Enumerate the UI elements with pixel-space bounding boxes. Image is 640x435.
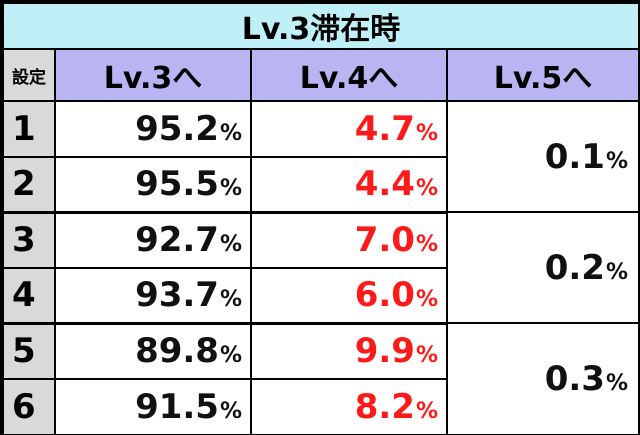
table-row: 5 89.8% 9.9% 0.3% (2, 322, 640, 435)
header-lv5: Lv.5へ (446, 48, 640, 102)
table-row: 4 93.7% 6.0% (2, 266, 639, 325)
lv4-value: 4.4% (250, 155, 448, 214)
lv4-value: 6.0% (250, 266, 448, 325)
lv4-value: 8.2% (250, 377, 448, 435)
table-row: 1 95.2% 4.7% 0.1% (2, 99, 640, 214)
lv3-value: 91.5% (54, 377, 252, 435)
setting-number: 5 (2, 322, 56, 380)
lv3-value: 95.5% (54, 155, 252, 214)
header-lv3: Lv.3へ (54, 48, 252, 102)
lv4-value: 7.0% (250, 211, 448, 269)
lv5-value: 0.2% (446, 211, 640, 325)
header-setting: 設定 (2, 48, 56, 102)
lv4-value: 4.7% (250, 100, 448, 158)
lv3-value: 92.7% (54, 211, 252, 269)
header-lv4: Lv.4へ (250, 48, 448, 102)
table-row: 3 92.7% 7.0% 0.2% (2, 211, 640, 325)
table-title: Lv.3滞在時 (2, 2, 640, 50)
setting-number: 1 (2, 100, 56, 158)
lv5-value: 0.3% (446, 322, 640, 435)
lv5-value: 0.1% (446, 99, 640, 214)
setting-number: 4 (2, 266, 56, 325)
setting-number: 3 (2, 211, 56, 269)
lv3-value: 93.7% (54, 266, 252, 325)
table-row: 6 91.5% 8.2% (2, 377, 639, 435)
setting-number: 2 (2, 155, 56, 214)
setting-number: 6 (2, 377, 56, 435)
lv3-value: 95.2% (54, 100, 252, 158)
lv4-value: 9.9% (250, 322, 448, 380)
table-row: 2 95.5% 4.4% (2, 155, 639, 214)
lv3-value: 89.8% (54, 322, 252, 380)
